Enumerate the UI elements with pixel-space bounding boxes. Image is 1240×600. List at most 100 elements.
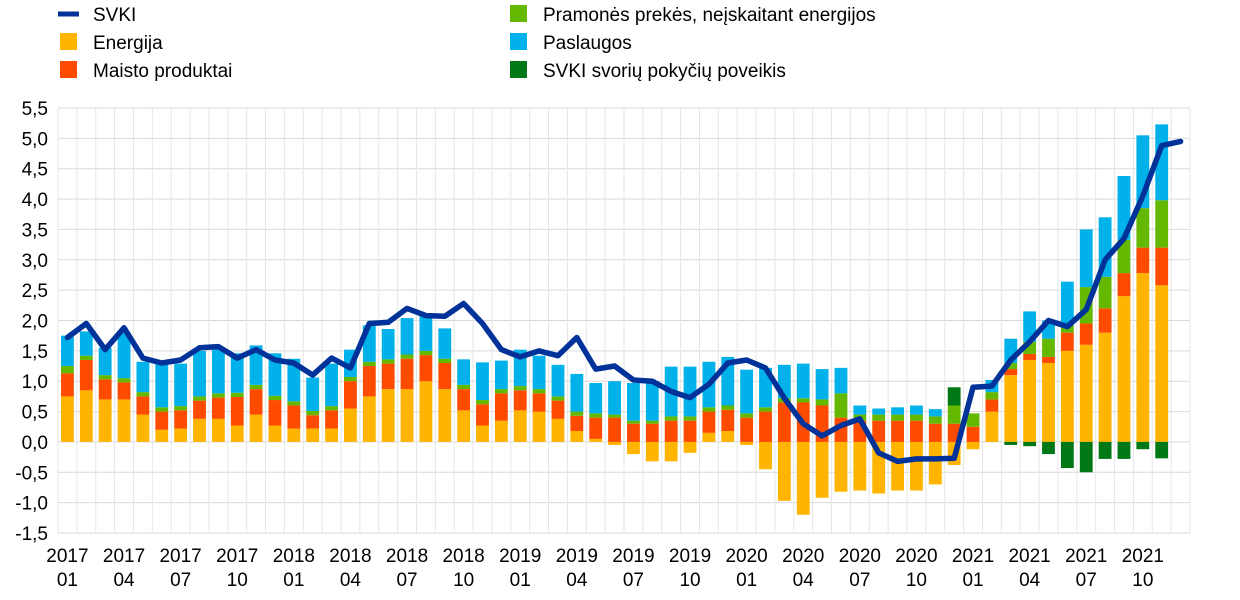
bar-services xyxy=(570,373,584,412)
x-tick-year: 2018 xyxy=(442,546,484,567)
x-tick-month: 07 xyxy=(623,570,644,591)
bar-industrial xyxy=(985,392,999,400)
bar-industrial xyxy=(211,393,225,398)
x-tick-month: 04 xyxy=(113,570,135,591)
x-tick-year: 2017 xyxy=(46,546,88,567)
bar-services xyxy=(891,407,904,415)
legend-swatch-energy xyxy=(60,33,77,50)
bar-food xyxy=(1004,369,1018,376)
legend-item-svki: SVKI xyxy=(58,5,136,26)
bar-services xyxy=(1079,229,1093,288)
bar-energy xyxy=(344,408,357,442)
bar-food xyxy=(664,420,678,442)
bar-industrial xyxy=(947,405,961,424)
bar-industrial xyxy=(193,396,206,401)
x-tick-year: 2018 xyxy=(273,546,315,567)
legend: SVKI Energija Maisto produktai Pramonės pre… xyxy=(58,5,876,82)
bar-industrial xyxy=(230,392,244,397)
bar-industrial xyxy=(551,396,565,401)
bar-industrial xyxy=(174,406,188,411)
bar-food xyxy=(268,400,282,426)
bar-industrial xyxy=(362,361,376,367)
legend-item-food: Maisto produktai xyxy=(60,61,232,82)
bar-weights xyxy=(1155,441,1169,459)
bar-services xyxy=(627,383,640,421)
bar-food xyxy=(627,423,640,442)
bar-food xyxy=(1098,308,1112,333)
bar-services xyxy=(268,353,282,396)
bar-food xyxy=(702,411,716,433)
bar-food xyxy=(1136,247,1150,274)
x-tick-month: 01 xyxy=(736,570,757,591)
bar-services xyxy=(61,335,74,367)
bar-services xyxy=(589,383,603,414)
x-tick-year: 2017 xyxy=(216,546,258,567)
bar-energy xyxy=(457,410,471,442)
bar-energy xyxy=(608,441,621,445)
bar-industrial xyxy=(1136,208,1150,248)
bar-industrial xyxy=(79,355,93,360)
x-tick-year: 2019 xyxy=(556,546,598,567)
x-tick-month: 01 xyxy=(283,570,304,591)
bar-industrial xyxy=(589,413,603,418)
bar-energy xyxy=(381,389,395,442)
x-tick-month: 10 xyxy=(453,570,474,591)
bar-food xyxy=(211,397,225,419)
bar-services xyxy=(419,314,433,351)
y-tick-label: -1,5 xyxy=(15,524,48,545)
grid xyxy=(57,107,1191,534)
bar-industrial xyxy=(1004,363,1018,370)
bar-energy xyxy=(193,418,206,442)
bar-industrial xyxy=(419,350,433,356)
bar-industrial xyxy=(513,386,527,391)
bar-food xyxy=(362,366,376,397)
bar-services xyxy=(117,332,131,379)
bar-energy xyxy=(362,396,376,442)
bar-food xyxy=(513,390,527,411)
y-tick-label: 0,5 xyxy=(22,403,48,424)
bar-food xyxy=(1060,332,1074,351)
bar-food xyxy=(966,426,980,442)
bar-food xyxy=(891,420,904,442)
bar-energy xyxy=(155,429,169,442)
bar-industrial xyxy=(532,389,546,394)
bar-energy xyxy=(1023,359,1037,442)
bar-services xyxy=(872,408,886,415)
bar-food xyxy=(1042,356,1055,363)
bar-energy xyxy=(230,425,244,442)
legend-swatch-industrial xyxy=(510,5,527,22)
legend-item-energy: Energija xyxy=(60,33,163,54)
legend-item-weights: SVKI svorių pokyčių poveikis xyxy=(510,61,786,82)
bar-industrial xyxy=(796,398,810,403)
x-tick-month: 10 xyxy=(1132,570,1153,591)
bar-food xyxy=(400,358,414,390)
bar-services xyxy=(796,363,810,399)
bar-industrial xyxy=(740,413,754,418)
x-tick-year: 2019 xyxy=(669,546,711,567)
y-tick-label: -0,5 xyxy=(15,463,48,484)
bar-weights xyxy=(1098,441,1112,459)
bar-energy xyxy=(891,441,904,491)
bar-industrial xyxy=(1155,200,1169,248)
bar-energy xyxy=(1079,344,1093,442)
bar-industrial xyxy=(721,405,735,410)
bar-services xyxy=(211,347,225,394)
bar-food xyxy=(740,417,754,442)
bar-industrial xyxy=(249,384,263,390)
bar-energy xyxy=(287,428,301,442)
y-tick-label: 2,0 xyxy=(22,312,48,333)
bar-weights xyxy=(1060,441,1074,469)
bar-industrial xyxy=(344,376,357,382)
bar-services xyxy=(853,405,867,415)
bar-food xyxy=(777,402,791,442)
svki-line xyxy=(64,138,1184,465)
bar-energy xyxy=(664,441,678,462)
y-tick-label: -1,0 xyxy=(15,494,48,515)
x-tick-month: 04 xyxy=(1019,570,1041,591)
bar-food xyxy=(174,410,188,429)
bar-services xyxy=(249,345,263,385)
bar-food xyxy=(532,393,546,412)
bar-services xyxy=(608,381,621,415)
